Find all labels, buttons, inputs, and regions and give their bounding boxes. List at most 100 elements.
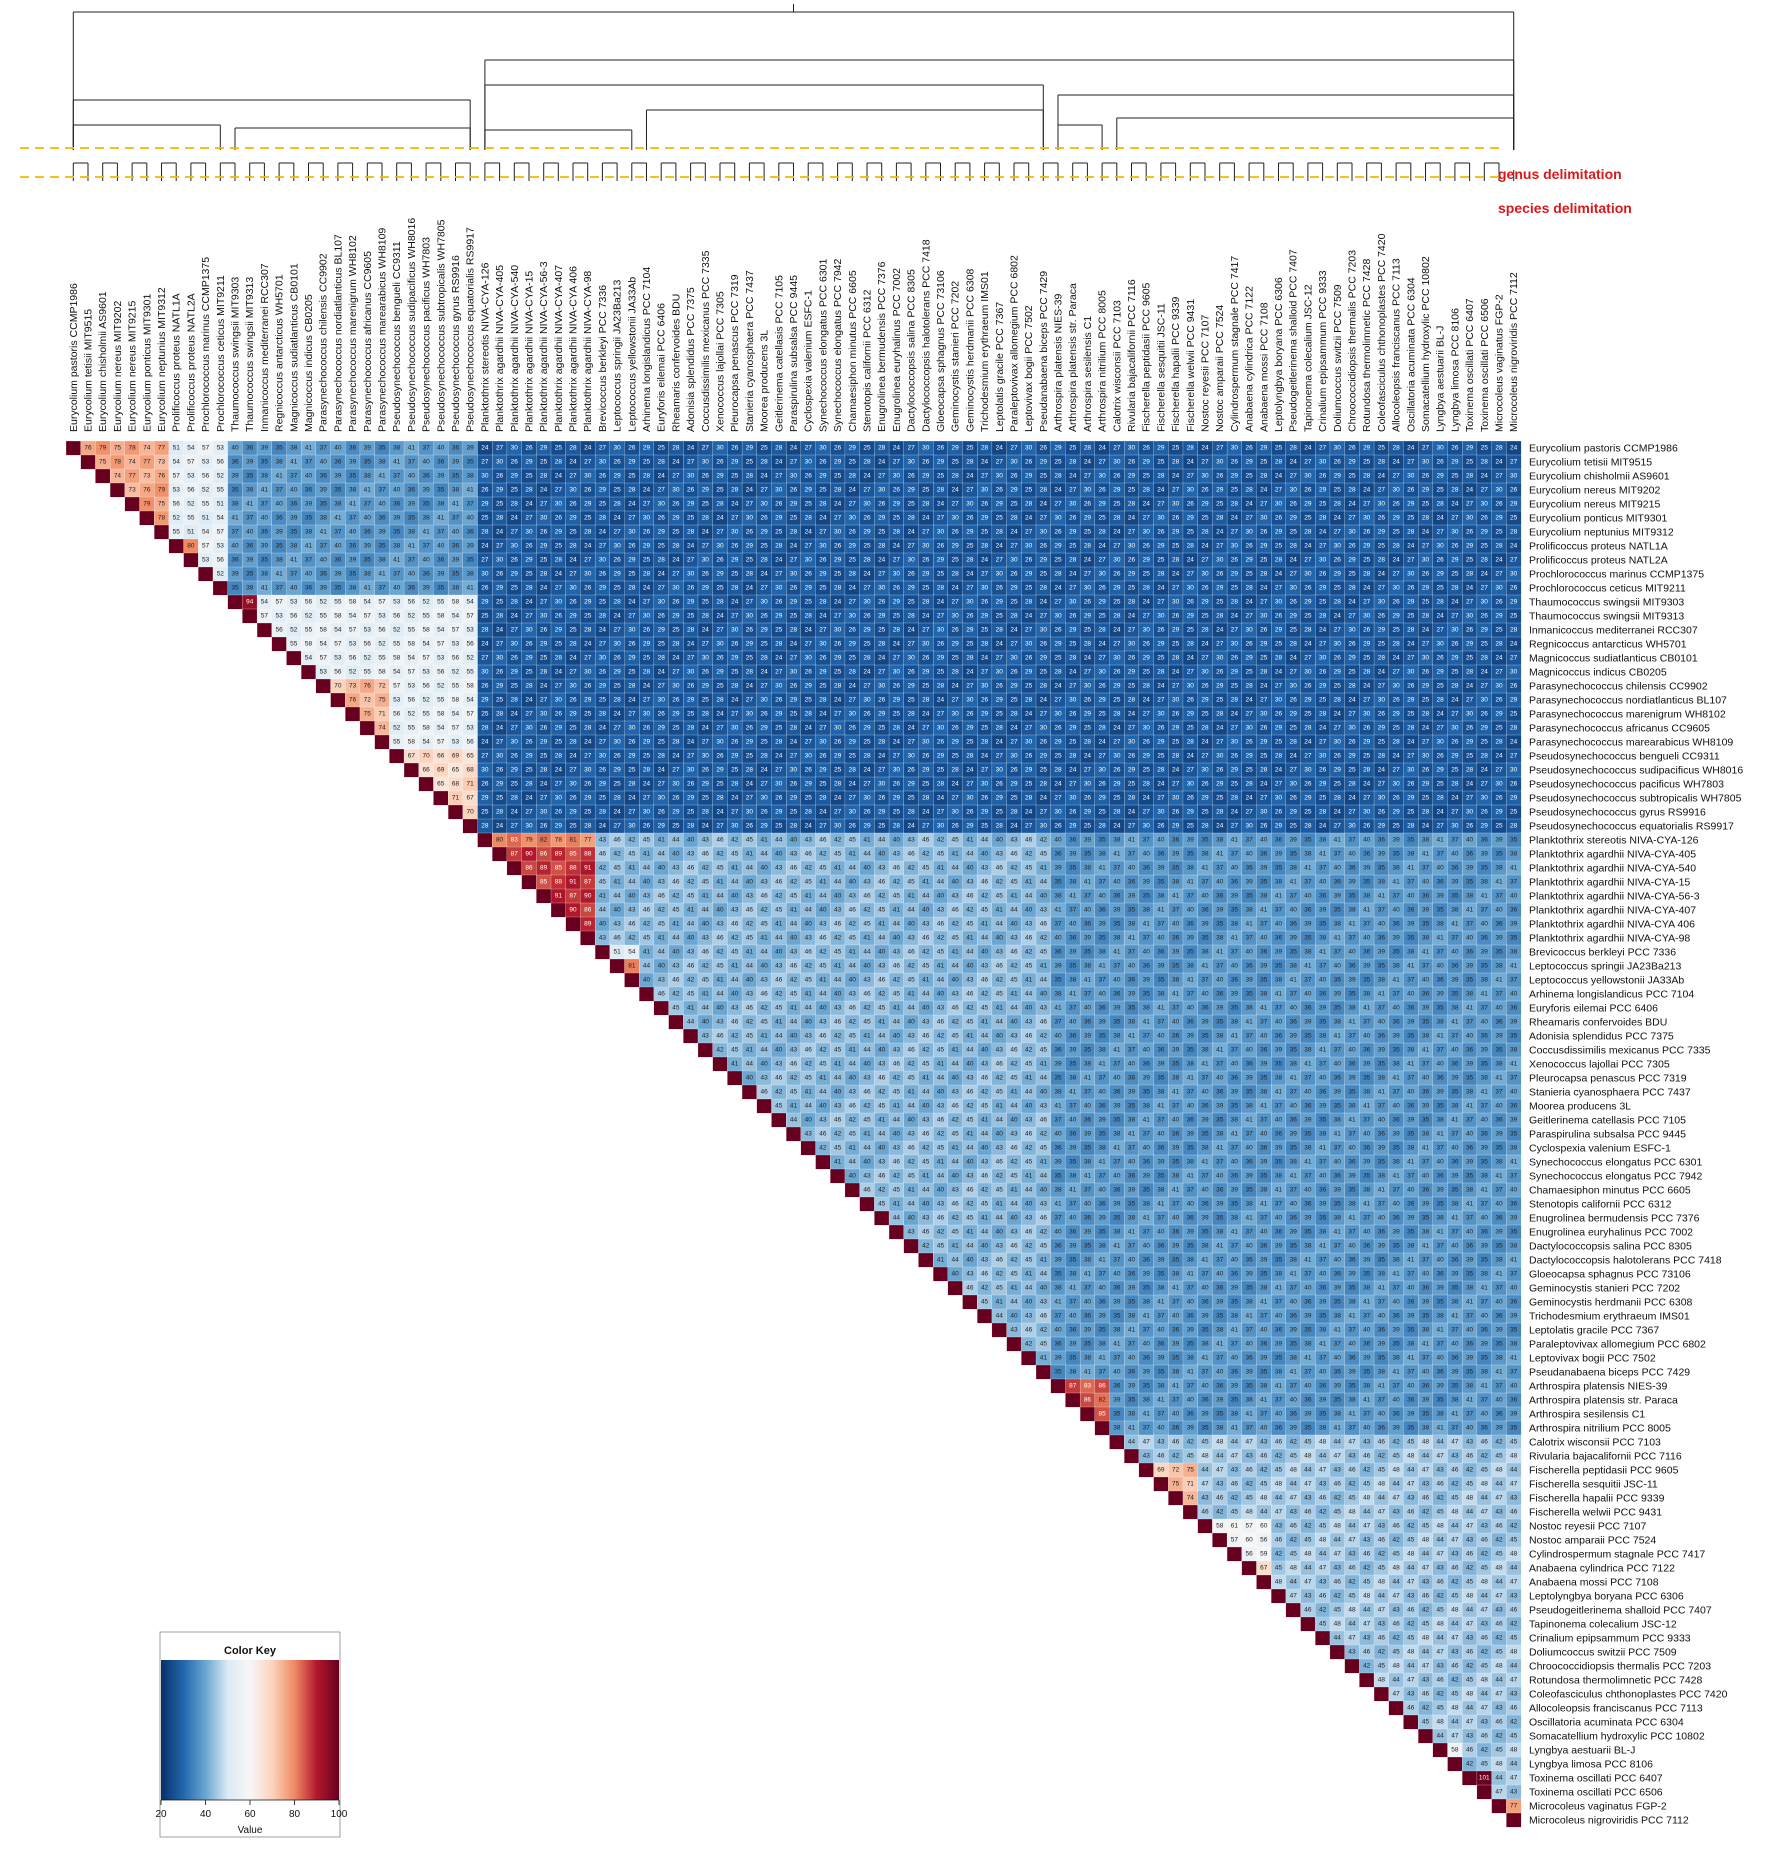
cell-value-label: 75 — [158, 501, 166, 508]
cell-value-label: 29 — [790, 697, 798, 704]
cell-value-label: 30 — [1157, 515, 1165, 522]
cell-value-label: 26 — [1143, 445, 1151, 452]
cell-value-label: 30 — [687, 571, 695, 578]
cell-value-label: 30 — [1481, 599, 1489, 606]
cell-value-label: 51 — [187, 529, 195, 536]
cell-value-label: 30 — [849, 515, 857, 522]
cell-value-label: 29 — [1260, 641, 1268, 648]
cell-value-label: 28 — [1099, 627, 1107, 634]
cell-value-label: 25 — [731, 669, 739, 676]
cell-value-label: 29 — [702, 683, 710, 690]
column-label: Pseudogeitlerinema shalloid PCC 7407 — [1288, 249, 1300, 432]
column-label: Geminocystis herdmanii PCC 6308 — [964, 268, 976, 432]
cell-value-label: 53 — [349, 641, 357, 648]
cell-value-label: 35 — [261, 459, 269, 466]
cell-value-label: 29 — [1025, 669, 1033, 676]
cell-value-label: 29 — [834, 459, 842, 466]
cell-value-label: 37 — [290, 473, 298, 480]
column-label: Stenotopis californii PCC 6312 — [862, 289, 874, 432]
cell-value-label: 38 — [378, 459, 386, 466]
cell-value-label: 24 — [819, 515, 827, 522]
cell-value-label: 29 — [922, 473, 930, 480]
cell-value-label: 57 — [275, 599, 283, 606]
cell-value-label: 25 — [834, 473, 842, 480]
cell-value-label: 26 — [746, 529, 754, 536]
cell-value-label: 28 — [805, 711, 813, 718]
cell-value-label: 27 — [658, 487, 666, 494]
column-label: Eurycolium pastoris CCMP1986 — [68, 283, 80, 432]
column-label: Planktothrix agardhii NIVA-CYA-15 — [524, 271, 536, 432]
cell-value-label: 30 — [540, 711, 548, 718]
cell-value-label: 27 — [805, 445, 813, 452]
cell-value-label: 26 — [805, 767, 813, 774]
cell-value-label: 30 — [1510, 571, 1518, 578]
cell-value-label: 53 — [320, 669, 328, 676]
cell-value-label: 28 — [1113, 711, 1121, 718]
cell-value-label: 26 — [496, 669, 504, 676]
cell-value-label: 28 — [599, 809, 607, 816]
cell-value-label: 39 — [378, 529, 386, 536]
cell-value-label: 41 — [364, 487, 372, 494]
cell-value-label: 30 — [702, 557, 710, 564]
cell-value-label: 27 — [1437, 529, 1445, 536]
cell-value-label: 29 — [731, 655, 739, 662]
cell-value-label: 28 — [1143, 487, 1151, 494]
cell-value-label: 27 — [614, 627, 622, 634]
cell-value-label: 30 — [834, 627, 842, 634]
cell-value-label: 76 — [84, 445, 92, 452]
cell-value-label: 40 — [305, 473, 313, 480]
cell-value-label: 27 — [907, 543, 915, 550]
cell-value-label: 30 — [981, 487, 989, 494]
cell-value-label: 41 — [246, 501, 254, 508]
cell-value-label: 26 — [1245, 641, 1253, 648]
cell-value-label: 30 — [996, 473, 1004, 480]
cell-value-label: 25 — [1319, 599, 1327, 606]
cell-value-label: 30 — [805, 655, 813, 662]
cell-value-label: 24 — [863, 571, 871, 578]
cell-value-label: 29 — [922, 669, 930, 676]
cell-value-label: 24 — [1157, 487, 1165, 494]
cell-value-label: 25 — [996, 613, 1004, 620]
cell-value-label: 40 — [320, 557, 328, 564]
cell-value-label: 26 — [1363, 529, 1371, 536]
cell-value-label: 25 — [569, 725, 577, 732]
cell-value-label: 28 — [731, 487, 739, 494]
cell-value-label: 29 — [1010, 683, 1018, 690]
cell-value-label: 24 — [1143, 501, 1151, 508]
cell-value-label: 24 — [1348, 501, 1356, 508]
cell-value-label: 26 — [1392, 501, 1400, 508]
cell-value-label: 29 — [614, 767, 622, 774]
cell-value-label: 30 — [819, 445, 827, 452]
cell-value-label: 30 — [760, 697, 768, 704]
cell-value-label: 27 — [1392, 669, 1400, 676]
row-label: Planktothrix agardhii NIVA-CYA-15 — [1529, 877, 1690, 889]
cell-value-label: 27 — [1319, 739, 1327, 746]
column-label: Synechococcus elongatus PCC 7942 — [832, 258, 844, 432]
cell-value-label: 25 — [1363, 655, 1371, 662]
cell-value-label: 35 — [378, 543, 386, 550]
cell-value-label: 41 — [290, 557, 298, 564]
cell-value-label: 26 — [496, 571, 504, 578]
cell-value-label: 26 — [525, 739, 533, 746]
cell-value-label: 52 — [217, 473, 225, 480]
cell-value-label: 29 — [599, 683, 607, 690]
cell-value-label: 25 — [849, 557, 857, 564]
cell-value-label: 38 — [408, 529, 416, 536]
cell-value-label: 26 — [1304, 585, 1312, 592]
column-label: Thaumococcus swingsii MIT9313 — [244, 277, 256, 432]
cell-value-label: 35 — [467, 459, 475, 466]
cell-value-label: 26 — [819, 655, 827, 662]
cell-value-label: 26 — [1437, 459, 1445, 466]
cell-value-label: 25 — [1407, 711, 1415, 718]
cell-value-label: 27 — [1245, 515, 1253, 522]
cell-value-label: 27 — [1348, 515, 1356, 522]
cell-value-label: 26 — [731, 739, 739, 746]
cell-value-label: 53 — [290, 599, 298, 606]
cell-value-label: 26 — [760, 711, 768, 718]
column-label: Cylindrospermum stagnale PCC 7417 — [1229, 256, 1241, 432]
cell-value-label: 54 — [305, 655, 313, 662]
cell-value-label: 24 — [1363, 585, 1371, 592]
cell-value-label: 27 — [643, 795, 651, 802]
cell-value-label: 27 — [1378, 487, 1386, 494]
cell-value-label: 27 — [1084, 767, 1092, 774]
